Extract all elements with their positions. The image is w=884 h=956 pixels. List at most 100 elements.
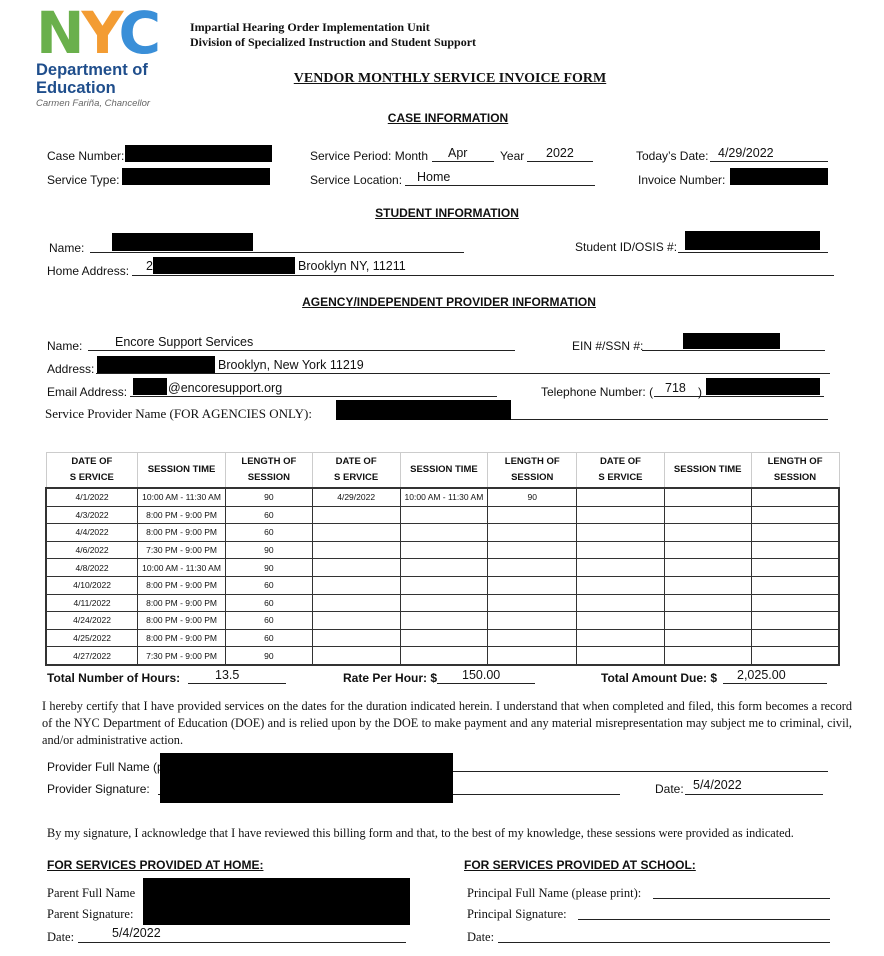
table-cell[interactable] — [663, 523, 752, 542]
table-cell[interactable] — [663, 505, 752, 525]
address-prefix[interactable]: 2 — [146, 259, 153, 273]
table-cell[interactable] — [663, 593, 752, 613]
table-cell[interactable]: 8:00 PM - 9:00 PM — [137, 628, 226, 648]
table-cell[interactable] — [399, 628, 489, 648]
table-cell[interactable] — [750, 487, 840, 507]
home-address-city[interactable]: Brooklyn NY, 11211 — [298, 259, 406, 273]
table-cell[interactable]: 7:30 PM - 9:00 PM — [137, 646, 226, 666]
table-cell[interactable]: 60 — [224, 593, 313, 613]
table-cell[interactable]: 8:00 PM - 9:00 PM — [137, 611, 226, 630]
table-cell[interactable] — [399, 575, 489, 595]
table-cell[interactable] — [487, 628, 578, 648]
table-cell[interactable] — [487, 540, 578, 560]
table-cell[interactable] — [487, 646, 578, 666]
table-cell[interactable]: 90 — [487, 487, 578, 507]
table-cell[interactable]: 90 — [224, 540, 313, 560]
total-hours-value[interactable]: 13.5 — [215, 668, 240, 682]
table-cell[interactable]: 4/8/2022 — [45, 558, 139, 577]
table-cell[interactable]: 4/25/2022 — [45, 628, 139, 648]
table-cell[interactable]: 90 — [224, 646, 313, 666]
table-cell[interactable]: 4/1/2022 — [45, 487, 139, 507]
table-cell[interactable] — [311, 593, 401, 613]
table-cell[interactable] — [750, 575, 840, 595]
table-cell[interactable]: 8:00 PM - 9:00 PM — [137, 593, 226, 613]
table-cell[interactable] — [576, 593, 665, 613]
table-cell[interactable] — [750, 611, 840, 630]
table-cell[interactable]: 4/11/2022 — [45, 593, 139, 613]
table-cell[interactable] — [576, 575, 665, 595]
table-cell[interactable] — [750, 593, 840, 613]
table-cell[interactable] — [311, 558, 401, 577]
year-value[interactable]: 2022 — [546, 146, 574, 160]
table-cell[interactable]: 8:00 PM - 9:00 PM — [137, 523, 226, 542]
table-cell[interactable] — [399, 505, 489, 525]
todays-date-value[interactable]: 4/29/2022 — [718, 146, 774, 160]
table-cell[interactable]: 10:00 AM - 11:30 AM — [137, 558, 226, 577]
table-cell[interactable] — [311, 540, 401, 560]
table-cell[interactable] — [663, 558, 752, 577]
table-cell[interactable] — [311, 505, 401, 525]
table-cell[interactable] — [663, 628, 752, 648]
table-cell[interactable]: 60 — [224, 523, 313, 542]
table-cell[interactable] — [399, 646, 489, 666]
table-cell[interactable]: 4/29/2022 — [311, 487, 401, 507]
table-cell[interactable] — [487, 558, 578, 577]
table-cell[interactable] — [663, 487, 752, 507]
table-cell[interactable]: 4/10/2022 — [45, 575, 139, 595]
table-cell[interactable] — [663, 611, 752, 630]
provider-address-city[interactable]: Brooklyn, New York 11219 — [218, 358, 364, 372]
parent-date-value[interactable]: 5/4/2022 — [112, 926, 161, 940]
table-cell[interactable] — [487, 575, 578, 595]
provider-date-value[interactable]: 5/4/2022 — [693, 778, 742, 792]
table-cell[interactable]: 90 — [224, 558, 313, 577]
table-cell[interactable]: 60 — [224, 611, 313, 630]
table-cell[interactable] — [399, 540, 489, 560]
table-cell[interactable] — [487, 523, 578, 542]
table-cell[interactable] — [311, 523, 401, 542]
table-cell[interactable] — [311, 646, 401, 666]
table-cell[interactable]: 7:30 PM - 9:00 PM — [137, 540, 226, 560]
table-cell[interactable]: 4/3/2022 — [45, 505, 139, 525]
table-cell[interactable] — [750, 558, 840, 577]
table-cell[interactable] — [399, 523, 489, 542]
table-cell[interactable] — [311, 575, 401, 595]
email-value[interactable]: @encoresupport.org — [168, 381, 283, 395]
table-cell[interactable] — [487, 611, 578, 630]
table-cell[interactable]: 8:00 PM - 9:00 PM — [137, 575, 226, 595]
provider-name-value[interactable]: Encore Support Services — [115, 335, 254, 349]
table-cell[interactable] — [663, 540, 752, 560]
table-cell[interactable] — [576, 558, 665, 577]
table-cell[interactable] — [487, 593, 578, 613]
table-cell[interactable] — [487, 505, 578, 525]
table-cell[interactable] — [399, 558, 489, 577]
table-cell[interactable] — [750, 505, 840, 525]
table-cell[interactable] — [399, 593, 489, 613]
table-cell[interactable]: 10:00 AM - 11:30 AM — [399, 487, 489, 507]
table-cell[interactable] — [311, 628, 401, 648]
table-cell[interactable] — [576, 505, 665, 525]
table-cell[interactable] — [750, 523, 840, 542]
table-cell[interactable] — [576, 646, 665, 666]
table-cell[interactable] — [576, 523, 665, 542]
total-due-value[interactable]: 2,025.00 — [737, 668, 786, 682]
table-cell[interactable]: 4/27/2022 — [45, 646, 139, 666]
month-value[interactable]: Apr — [448, 146, 468, 160]
table-cell[interactable]: 10:00 AM - 11:30 AM — [137, 487, 226, 507]
table-cell[interactable]: 8:00 PM - 9:00 PM — [137, 505, 226, 525]
table-cell[interactable]: 4/24/2022 — [45, 611, 139, 630]
area-code-value[interactable]: 718 — [665, 381, 686, 395]
table-cell[interactable] — [750, 540, 840, 560]
table-cell[interactable] — [750, 646, 840, 666]
table-cell[interactable]: 4/4/2022 — [45, 523, 139, 542]
table-cell[interactable] — [576, 487, 665, 507]
table-cell[interactable] — [663, 646, 752, 666]
table-cell[interactable] — [399, 611, 489, 630]
table-cell[interactable]: 60 — [224, 505, 313, 525]
table-cell[interactable] — [750, 628, 840, 648]
table-cell[interactable]: 60 — [224, 575, 313, 595]
table-cell[interactable] — [576, 540, 665, 560]
table-cell[interactable] — [663, 575, 752, 595]
table-cell[interactable] — [311, 611, 401, 630]
table-cell[interactable] — [576, 611, 665, 630]
table-cell[interactable] — [576, 628, 665, 648]
